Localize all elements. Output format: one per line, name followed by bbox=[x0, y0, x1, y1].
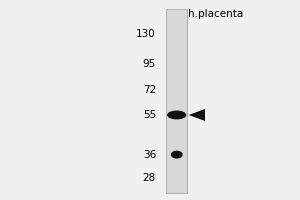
Text: 36: 36 bbox=[143, 150, 156, 160]
Ellipse shape bbox=[167, 111, 186, 119]
Bar bbox=[166, 9, 187, 193]
Text: 95: 95 bbox=[143, 59, 156, 69]
Text: 28: 28 bbox=[143, 173, 156, 183]
Text: 72: 72 bbox=[143, 85, 156, 95]
Text: 55: 55 bbox=[143, 110, 156, 120]
Text: h.placenta: h.placenta bbox=[188, 9, 243, 19]
Text: 130: 130 bbox=[136, 29, 156, 39]
Ellipse shape bbox=[171, 151, 183, 159]
Polygon shape bbox=[189, 109, 205, 121]
